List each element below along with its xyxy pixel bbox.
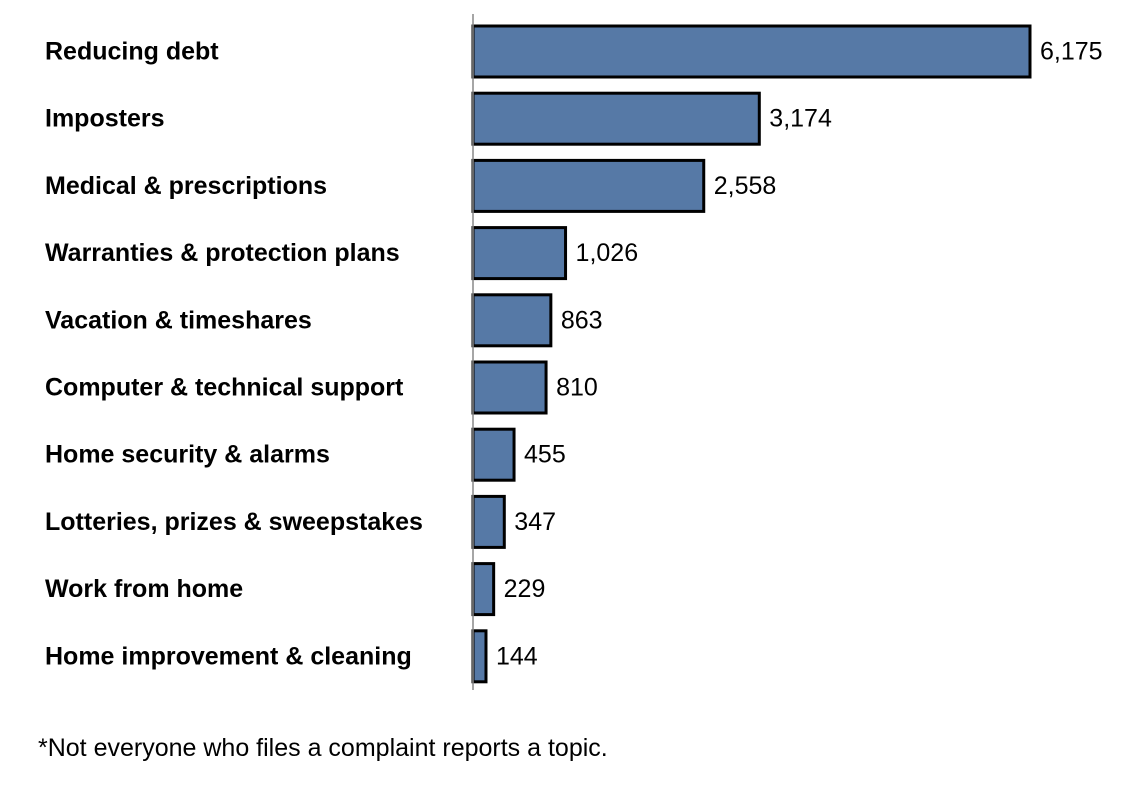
bar (471, 91, 761, 146)
category-label: Lotteries, prizes & sweepstakes (45, 508, 423, 536)
value-label: 2,558 (714, 172, 777, 200)
bar-chart: Reducing debt Imposters Medical & prescrip… (45, 14, 1103, 690)
bar (471, 293, 553, 348)
bar (471, 494, 506, 549)
category-label: Home improvement & cleaning (45, 642, 412, 670)
category-labels-group: Reducing debt Imposters Medical & prescrip… (45, 38, 423, 671)
value-label: 3,174 (769, 105, 832, 133)
category-label: Home security & alarms (45, 441, 330, 469)
category-label: Computer & technical support (45, 374, 404, 402)
value-label: 347 (514, 508, 556, 536)
category-label: Vacation & timeshares (45, 306, 312, 334)
value-labels-group: 6,175 3,174 2,558 1,026 863 810 455 347 229 144 (496, 38, 1103, 671)
bar (471, 158, 706, 213)
footnote: *Not everyone who files a complaint repo… (38, 734, 608, 762)
category-label: Work from home (45, 575, 243, 603)
bar (471, 629, 488, 684)
bar (471, 24, 1032, 79)
category-label: Warranties & protection plans (45, 239, 400, 267)
value-label: 144 (496, 642, 538, 670)
value-label: 810 (556, 374, 598, 402)
category-label: Reducing debt (45, 38, 219, 66)
category-label: Medical & prescriptions (45, 172, 327, 200)
bar (471, 427, 516, 482)
value-label: 1,026 (576, 239, 639, 267)
value-label: 229 (504, 575, 546, 603)
bar (471, 226, 568, 281)
category-label: Imposters (45, 105, 164, 133)
value-label: 6,175 (1040, 38, 1103, 66)
bar (471, 360, 548, 415)
bar (471, 562, 496, 617)
bars-group (471, 24, 1032, 684)
value-label: 455 (524, 441, 566, 469)
value-label: 863 (561, 306, 603, 334)
